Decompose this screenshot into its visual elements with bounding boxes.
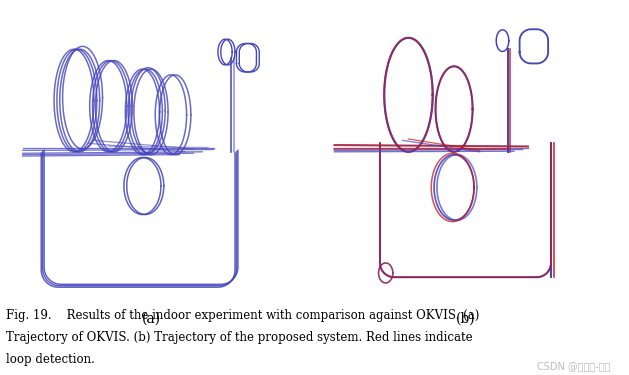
Text: (b): (b) — [455, 311, 476, 326]
Text: CSDN @尘归尘-北尘: CSDN @尘归尘-北尘 — [537, 361, 610, 371]
Text: Trajectory of OKVIS. (b) Trajectory of the proposed system. Red lines indicate: Trajectory of OKVIS. (b) Trajectory of t… — [6, 331, 473, 344]
Text: Fig. 19.    Results of the indoor experiment with comparison against OKVIS. (a): Fig. 19. Results of the indoor experimen… — [6, 309, 480, 322]
Text: loop detection.: loop detection. — [6, 353, 95, 366]
Text: (a): (a) — [142, 311, 160, 326]
